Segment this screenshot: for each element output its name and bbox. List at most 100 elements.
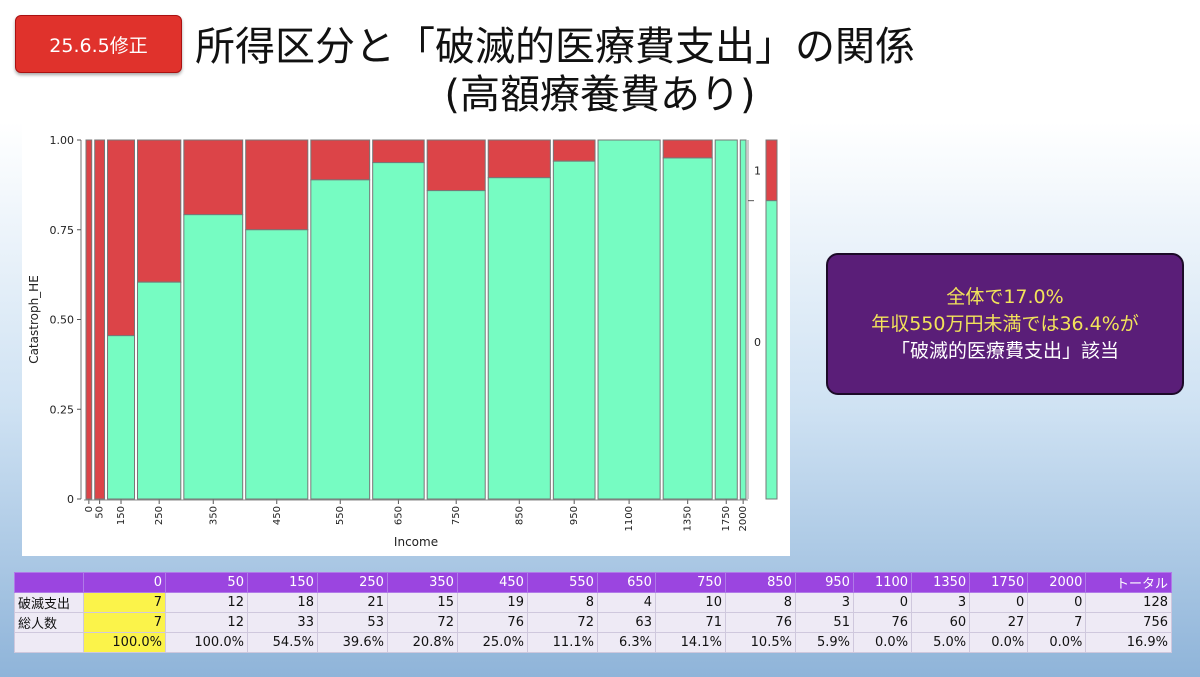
- table-cell: 54.5%: [246, 632, 318, 653]
- y-tick-label: 0.50: [50, 314, 75, 327]
- x-tick-label: 0: [84, 506, 95, 512]
- table-cell: 0.0%: [852, 632, 913, 653]
- bar-0-750: [426, 190, 486, 500]
- bar-0-350: [183, 214, 244, 500]
- table-row: 破滅支出 7 12 18 21 15 19 8 4 10 8 3 0 3 0 0 128: [14, 592, 1172, 613]
- table-cell: 3: [911, 592, 971, 613]
- summary-line-3: 「破滅的医療費支出」該当: [890, 339, 1119, 362]
- table-cell: 8: [526, 592, 598, 613]
- table-cell: 12: [164, 592, 248, 613]
- table-cell: 7: [83, 612, 166, 633]
- table-header-cell: [14, 572, 84, 593]
- bar-0-1750: [714, 139, 738, 500]
- summary-line-2: 年収550万円未満では36.4%が: [871, 312, 1139, 335]
- table-cell: 8: [724, 592, 796, 613]
- x-tick-label: 1100: [624, 506, 635, 531]
- x-tick-label: 1750: [721, 506, 732, 531]
- table-cell: 128: [1085, 592, 1172, 613]
- level-label-0: 0: [754, 336, 761, 349]
- table-cell: 63: [596, 612, 656, 633]
- table-cell: 0: [1027, 592, 1087, 613]
- summary-box: 全体で17.0% 年収550万円未満では36.4%が 「破滅的医療費支出」該当: [826, 253, 1184, 395]
- bar-0-150: [107, 335, 136, 500]
- table-cell: 6.3%: [596, 632, 656, 653]
- table-row: 100.0% 100.0% 54.5% 39.6% 20.8% 25.0% 11.1% 6.3…: [14, 632, 1172, 653]
- table-cell: 10: [654, 592, 726, 613]
- bar-0-850: [487, 177, 551, 500]
- table-cell: 10.5%: [724, 632, 796, 653]
- table-cell: 19: [456, 592, 528, 613]
- table-cell: 7: [83, 592, 166, 613]
- x-axis-label: Income: [394, 535, 438, 549]
- table-header-cell: 1350: [911, 572, 971, 593]
- page-title: 所得区分と「破滅的医療費支出」の関係: [195, 24, 915, 70]
- table-row: 総人数 7 12 33 53 72 76 72 63 71 76 51 76 60 27 7 756: [14, 612, 1172, 633]
- table-header-cell: 650: [596, 572, 656, 593]
- bar-1-750: [426, 139, 486, 192]
- y-tick-label: 0.25: [50, 403, 75, 416]
- table-cell: 76: [456, 612, 528, 633]
- table-cell: 76: [852, 612, 913, 633]
- x-tick-label: 250: [154, 506, 165, 525]
- summary-line-1: 全体で17.0%: [946, 285, 1064, 308]
- bar-0-2000: [739, 139, 747, 500]
- bar-1-550: [310, 139, 371, 181]
- table-header-cell: 850: [724, 572, 796, 593]
- x-tick-label: 2000: [738, 506, 749, 531]
- table-header-cell: 150: [246, 572, 318, 593]
- bar-0-1100: [597, 139, 661, 500]
- bar-0-450: [245, 229, 309, 500]
- mosaic-chart: 0 50 150 250 350 450 550 650 750 850 950 1100 1350 17…: [22, 122, 790, 556]
- table-cell: 18: [246, 592, 318, 613]
- table-cell: 27: [969, 612, 1029, 633]
- table-cell: 100.0%: [83, 632, 166, 653]
- x-tick-label: 450: [272, 506, 283, 525]
- bar-0-550: [310, 179, 371, 500]
- bar-1-50: [94, 139, 106, 500]
- revision-badge: 25.6.5修正: [15, 15, 182, 73]
- table-cell: 51: [794, 612, 854, 633]
- table-cell: 72: [526, 612, 598, 633]
- table-cell: 53: [316, 612, 388, 633]
- table-cell: 100.0%: [164, 632, 248, 653]
- bar-0-950: [552, 160, 596, 500]
- table-cell: 20.8%: [386, 632, 458, 653]
- table-header-cell: トータル: [1085, 572, 1172, 593]
- table-header-cell: 450: [456, 572, 528, 593]
- level-label-1: 1: [754, 164, 761, 177]
- table-cell: 72: [386, 612, 458, 633]
- page-subtitle: (高額療養費あり): [444, 72, 756, 118]
- y-axis-label: Catastroph_HE: [27, 275, 41, 364]
- table-cell: 16.9%: [1085, 632, 1172, 653]
- table-header-cell: 2000: [1027, 572, 1087, 593]
- bar-0-1350: [662, 157, 713, 500]
- y-tick-label: 0.75: [50, 224, 75, 237]
- bar-1-150: [107, 139, 136, 337]
- table-cell: 60: [911, 612, 971, 633]
- mosaic-chart-svg: 0 50 150 250 350 450 550 650 750 850 950 1100 1350 17…: [27, 134, 778, 549]
- table-cell: 0: [969, 592, 1029, 613]
- table-cell: 21: [316, 592, 388, 613]
- table-header-cell: 250: [316, 572, 388, 593]
- table-cell: 756: [1085, 612, 1172, 633]
- table-cell: 33: [246, 612, 318, 633]
- bar-1-250: [137, 139, 182, 283]
- table-cell: 76: [724, 612, 796, 633]
- x-tick-label: 1350: [683, 506, 694, 531]
- x-tick-label: 550: [335, 506, 346, 525]
- table-cell: 破滅支出: [14, 592, 84, 613]
- bar-1-1350: [662, 139, 713, 159]
- table-cell: 5.0%: [911, 632, 971, 653]
- table-cell: 7: [1027, 612, 1087, 633]
- table-header-cell: 950: [794, 572, 854, 593]
- table-cell: 総人数: [14, 612, 84, 633]
- table-cell: 14.1%: [654, 632, 726, 653]
- table-cell: 4: [596, 592, 656, 613]
- table-header-cell: 350: [386, 572, 458, 593]
- x-tick-label: 350: [208, 506, 219, 525]
- bar-1-950: [552, 139, 596, 162]
- bar-0-250: [137, 281, 182, 500]
- bar-1-850: [487, 139, 551, 179]
- table-cell: 0: [852, 592, 913, 613]
- table-header-cell: 1750: [969, 572, 1029, 593]
